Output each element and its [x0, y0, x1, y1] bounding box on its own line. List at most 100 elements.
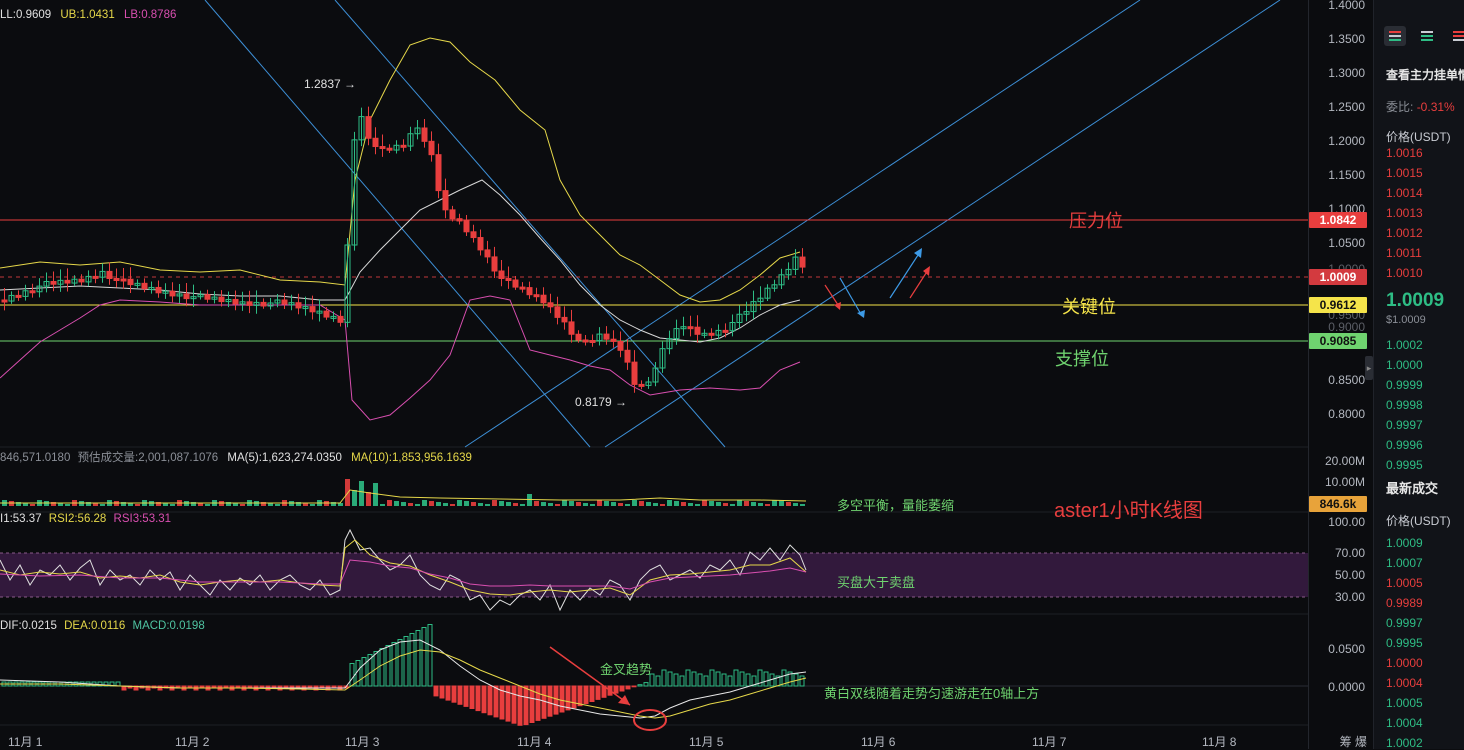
candle-down	[106, 262, 113, 285]
ask-price-row[interactable]: 1.0010	[1386, 266, 1423, 280]
order-ratio-label: 委比:	[1386, 100, 1414, 114]
macd-bar	[799, 675, 805, 687]
trade-price-row[interactable]: 1.0004	[1386, 716, 1423, 730]
candle-down	[799, 248, 806, 274]
ask-price-row[interactable]: 1.0015	[1386, 166, 1423, 180]
trade-price-row[interactable]: 0.9989	[1386, 596, 1423, 610]
y-tick: 0.8500	[1328, 373, 1365, 387]
bid-price-row[interactable]: 0.9999	[1386, 378, 1423, 392]
candle-up	[351, 131, 358, 251]
volume-bar	[373, 483, 378, 506]
candle-down	[526, 281, 533, 299]
macd-bar	[547, 685, 553, 717]
candle-up	[393, 140, 400, 154]
support-annotation: 支撑位	[1055, 349, 1109, 369]
y-tick: 1.3000	[1328, 66, 1365, 80]
orderbook-bids-view-button[interactable]	[1416, 26, 1438, 46]
volume-bar	[513, 503, 518, 506]
trade-price-row[interactable]: 1.0009	[1386, 536, 1423, 550]
candle-down	[491, 246, 498, 278]
volume-bar	[261, 502, 266, 506]
volume-bar	[135, 504, 140, 506]
bollinger-lower-band	[0, 295, 801, 421]
bid-price-row[interactable]: 1.0002	[1386, 338, 1423, 352]
candle-up	[302, 296, 309, 316]
volume-bar	[548, 503, 553, 506]
macd-bar	[673, 673, 679, 687]
ask-price-row[interactable]: 1.0011	[1386, 246, 1422, 260]
macd-bar	[649, 673, 655, 687]
ask-price-row[interactable]: 1.0013	[1386, 206, 1423, 220]
trade-price-row[interactable]: 1.0004	[1386, 676, 1423, 690]
macd-bar	[571, 685, 577, 709]
candle-down	[379, 134, 386, 157]
bid-price-row[interactable]: 0.9996	[1386, 438, 1423, 452]
volume-bar	[331, 502, 336, 506]
macd-cross-annotation: 金叉趋势	[600, 662, 653, 677]
candle-down	[113, 268, 120, 288]
trade-price-row[interactable]: 0.9995	[1386, 636, 1423, 650]
y-tick: 1.0500	[1328, 236, 1365, 250]
bollinger-middle-value: LL:0.9609	[0, 9, 52, 21]
candle-down	[477, 229, 484, 256]
ask-price-row[interactable]: 1.0014	[1386, 186, 1423, 200]
trade-price-row[interactable]: 1.0000	[1386, 656, 1423, 670]
candle-down	[64, 268, 71, 292]
volume-bar	[688, 503, 693, 506]
bid-price-row[interactable]: 0.9995	[1386, 458, 1423, 472]
candle-up	[134, 279, 141, 289]
candle-up	[701, 329, 708, 339]
panel-collapse-handle[interactable]: ▸	[1365, 356, 1373, 380]
candle-up	[666, 330, 673, 355]
price-axis[interactable]: 1.4000 1.3500 1.3000 1.2500 1.2000 1.150…	[1308, 0, 1371, 749]
axis-corner-label[interactable]: 筹 爆	[1339, 735, 1367, 749]
bid-price-row[interactable]: 0.9998	[1386, 398, 1423, 412]
macd-bar	[763, 671, 769, 687]
candle-down	[428, 131, 435, 162]
rsi-band	[0, 553, 1308, 597]
volume-bar	[387, 500, 392, 506]
volume-bar	[86, 502, 91, 506]
chart-title-annotation: aster1小时K线图	[1054, 500, 1203, 522]
y-tick: 1.2000	[1328, 134, 1365, 148]
orderbook-both-view-button[interactable]	[1384, 26, 1406, 46]
trade-price-row[interactable]: 0.9997	[1386, 616, 1423, 630]
trade-price-row[interactable]: 1.0002	[1386, 736, 1423, 749]
candle-up	[225, 291, 232, 308]
rsi-y-tick: 100.00	[1328, 515, 1365, 529]
volume-y-tick: 10.00M	[1324, 475, 1365, 489]
macd-bar	[421, 627, 427, 687]
recent-trades-title[interactable]: 最新成交	[1386, 481, 1439, 496]
orderbook-asks-icon	[1453, 31, 1464, 41]
candle-up	[771, 279, 778, 292]
volume-bar	[457, 500, 462, 506]
candle-down	[260, 298, 267, 309]
macd-bar	[619, 685, 625, 692]
volume-bar	[695, 504, 700, 506]
bollinger-lower-value: LB:0.8786	[123, 9, 177, 21]
macd-bar	[679, 675, 685, 687]
chart-area[interactable]: LL:0.9609 UB:1.0431 LB:0.8786 1.2837 → 0…	[0, 0, 1308, 749]
candle-up	[57, 269, 64, 292]
candle-down	[92, 269, 99, 284]
macd-bar	[541, 685, 547, 719]
rsi-y-tick: 30.00	[1334, 590, 1365, 604]
bid-price-row[interactable]: 1.0000	[1386, 358, 1423, 372]
ask-price-row[interactable]: 1.0016	[1386, 146, 1423, 160]
candle-down	[1, 288, 8, 311]
volume-bar	[58, 503, 63, 506]
candle-up	[288, 294, 295, 311]
bid-price-row[interactable]: 0.9997	[1386, 418, 1423, 432]
volume-bar	[576, 502, 581, 506]
whale-orders-link[interactable]: 查看主力挂单情	[1386, 68, 1464, 82]
volume-ma5: MA(5):1,623,274.0350	[227, 452, 342, 464]
trade-price-row[interactable]: 1.0007	[1386, 556, 1423, 570]
ask-price-row[interactable]: 1.0012	[1386, 226, 1423, 240]
candle-down	[456, 213, 463, 225]
trade-price-row[interactable]: 1.0005	[1386, 696, 1423, 710]
y-tick: 1.4000	[1328, 0, 1365, 12]
macd-bar	[685, 669, 691, 687]
trade-price-row[interactable]: 1.0005	[1386, 576, 1423, 590]
x-label-nov8: 11月 8	[1202, 735, 1237, 749]
orderbook-asks-view-button[interactable]	[1448, 26, 1464, 46]
